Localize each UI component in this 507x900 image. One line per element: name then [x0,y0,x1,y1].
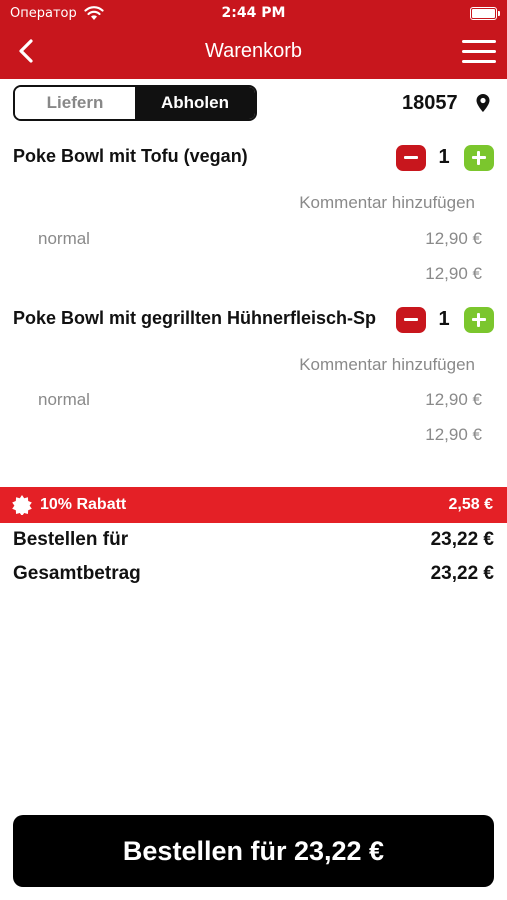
grand-total-label: Gesamtbetrag [13,563,141,584]
discount-badge-icon [12,495,32,515]
toggle-pickup[interactable]: Abholen [135,87,255,119]
order-for-label: Bestellen für [13,529,129,550]
item-variant: normal [38,229,90,248]
item-total-price: 12,90 € [425,425,482,444]
item-quantity: 1 [438,308,450,330]
increase-quantity-button[interactable] [464,307,494,333]
discount-label: 10% Rabatt [40,496,127,513]
grand-total-value: 23,22 € [430,563,494,584]
toggle-deliver[interactable]: Liefern [15,87,135,119]
back-button[interactable] [12,36,42,66]
order-for-value: 23,22 € [430,529,494,550]
add-comment-link[interactable]: Kommentar hinzufügen [299,355,475,374]
status-bar: Оператор 2:44 PM [0,0,507,28]
cart-item-name: Poke Bowl mit gegrillten Hühnerfleisch-S… [13,308,377,328]
decrease-quantity-button[interactable] [396,307,426,333]
item-variant: normal [38,390,90,409]
discount-banner: 10% Rabatt 2,58 € [0,487,507,523]
variant-price: 12,90 € [425,229,482,248]
delivery-mode-toggle: Liefern Abholen [13,85,257,121]
carrier-name: Оператор [10,6,77,21]
cart-item-name: Poke Bowl mit Tofu (vegan) [13,146,248,166]
wifi-icon [84,6,104,20]
add-comment-link[interactable]: Kommentar hinzufügen [299,193,475,212]
page-title: Warenkorb [204,40,303,62]
item-total-price: 12,90 € [425,264,482,283]
location-pin-icon[interactable] [475,93,491,113]
status-time: 2:44 PM [221,5,286,21]
item-quantity: 1 [438,146,450,168]
zip-code[interactable]: 18057 [402,92,458,114]
hamburger-menu-button[interactable] [460,38,498,66]
variant-price: 12,90 € [425,390,482,409]
discount-value: 2,58 € [448,496,493,513]
decrease-quantity-button[interactable] [396,145,426,171]
increase-quantity-button[interactable] [464,145,494,171]
place-order-button[interactable]: Bestellen für 23,22 € [13,815,494,887]
battery-icon [470,7,500,20]
app-header: Оператор 2:44 PM Warenkorb [0,0,507,79]
